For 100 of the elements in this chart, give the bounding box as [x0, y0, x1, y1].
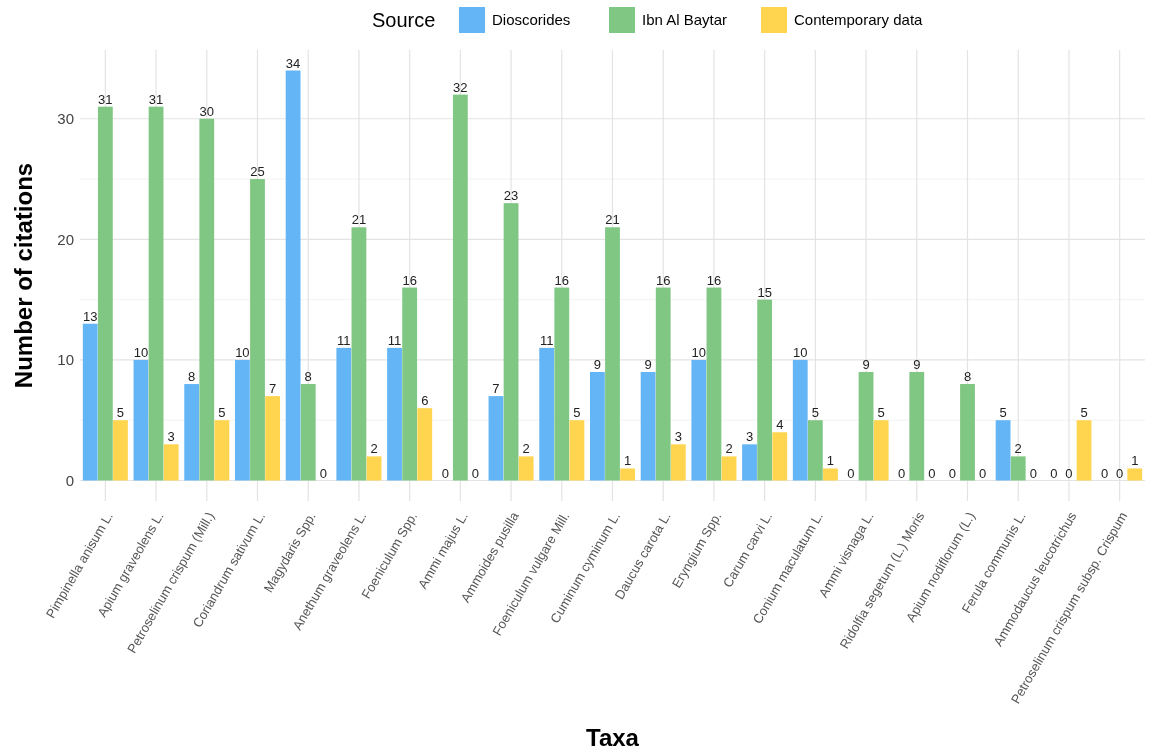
bar: [300, 384, 316, 481]
bar: [452, 94, 468, 481]
data-label: 9: [593, 356, 601, 372]
bar: [1127, 468, 1143, 481]
x-axis-title: Taxa: [586, 724, 640, 751]
bar: [792, 359, 808, 481]
bar: [706, 287, 722, 481]
bar: [488, 396, 504, 481]
data-label: 8: [304, 369, 312, 385]
bar: [655, 287, 671, 481]
data-label: 0: [1050, 465, 1058, 481]
data-label: 0: [847, 465, 855, 481]
data-label: 16: [655, 272, 671, 288]
data-label: 0: [1100, 465, 1109, 481]
legend-label: Dioscorides: [492, 11, 571, 29]
data-label: 11: [387, 332, 402, 348]
data-label: 2: [370, 441, 378, 457]
bar: [772, 432, 788, 481]
y-tick-label: 30: [57, 109, 74, 127]
bar: [402, 287, 418, 481]
data-label: 8: [188, 369, 196, 385]
bar: [539, 347, 555, 481]
bar: [1076, 420, 1092, 481]
bar: [148, 106, 164, 481]
data-label: 5: [877, 405, 885, 421]
data-label: 11: [539, 332, 554, 348]
bar: [823, 468, 838, 481]
bar: [214, 420, 230, 481]
data-label: 2: [1014, 441, 1022, 457]
bar: [199, 118, 215, 481]
data-label: 5: [218, 405, 226, 421]
data-label: 10: [133, 344, 149, 360]
bar: [97, 106, 113, 481]
y-tick-label: 20: [57, 230, 74, 248]
data-label: 9: [913, 356, 921, 372]
data-label: 21: [351, 212, 367, 228]
data-label: 16: [554, 272, 570, 288]
bar: [113, 420, 128, 481]
data-label: 34: [285, 55, 301, 71]
bar: [620, 468, 636, 481]
data-label: 1: [826, 453, 835, 469]
y-tick-label: 0: [65, 471, 74, 489]
data-label: 30: [199, 103, 215, 119]
data-label: 0: [898, 465, 906, 481]
legend-label: Contemporary data: [794, 11, 924, 29]
data-label: 2: [522, 441, 530, 457]
data-label: 16: [402, 272, 417, 288]
data-label: 0: [1116, 465, 1124, 481]
data-label: 23: [503, 188, 519, 204]
data-label: 11: [337, 332, 351, 348]
data-label: 3: [167, 429, 175, 445]
bar: [691, 359, 707, 481]
y-axis-title: Number of citations: [10, 162, 37, 389]
data-label: 3: [745, 429, 754, 445]
bar: [234, 359, 250, 481]
data-label: 8: [963, 369, 972, 385]
bar: [757, 299, 773, 481]
bar: [640, 371, 656, 481]
data-label: 31: [98, 91, 113, 107]
data-label: 21: [605, 212, 620, 228]
bar: [742, 444, 757, 481]
data-label: 5: [573, 405, 581, 421]
bar: [807, 420, 823, 481]
legend-title: Source: [372, 9, 436, 31]
data-label: 3: [674, 429, 682, 445]
bar: [670, 444, 686, 481]
data-label: 1: [1131, 453, 1139, 469]
bar: [518, 456, 534, 481]
bar: [184, 384, 200, 481]
data-label: 13: [83, 308, 98, 324]
data-label: 32: [453, 79, 468, 95]
data-label: 0: [928, 465, 936, 481]
data-label: 9: [644, 356, 652, 372]
data-label: 0: [471, 465, 480, 481]
bar: [163, 444, 179, 481]
bar: [366, 456, 382, 481]
bar: [995, 420, 1011, 481]
data-label: 4: [776, 417, 784, 433]
bar: [589, 371, 605, 481]
data-label: 10: [793, 344, 808, 360]
data-label: 0: [319, 465, 327, 481]
bar: [133, 359, 149, 481]
data-label: 6: [421, 393, 429, 409]
data-label: 0: [1029, 465, 1037, 481]
bar: [605, 227, 620, 481]
bar: [858, 371, 874, 481]
data-label: 1: [624, 453, 632, 469]
bar: [417, 408, 433, 481]
data-label: 9: [862, 356, 870, 372]
data-label: 31: [148, 91, 164, 107]
bar: [569, 420, 585, 481]
bar: [873, 420, 889, 481]
y-tick-label: 10: [57, 351, 74, 369]
bar: [554, 287, 570, 481]
bar: [1010, 456, 1026, 481]
data-label: 2: [725, 441, 733, 457]
bar: [250, 179, 265, 481]
data-label: 7: [269, 381, 277, 397]
data-label: 25: [250, 164, 265, 180]
bar: [503, 203, 519, 481]
